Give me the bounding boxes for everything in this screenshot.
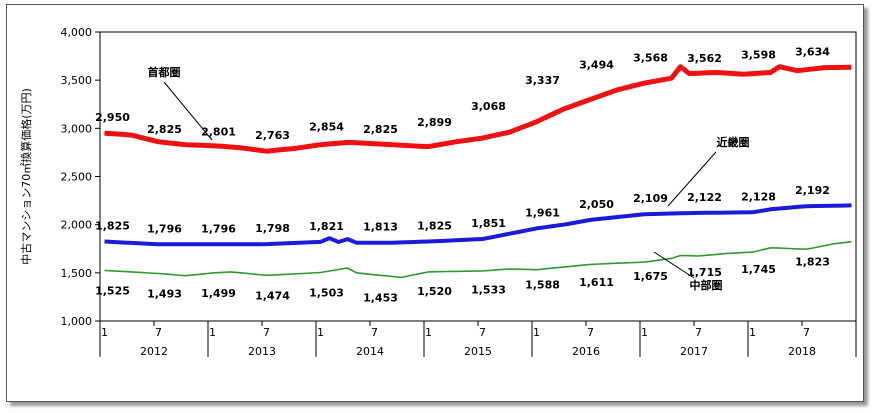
data-label: 2,825 bbox=[363, 123, 398, 136]
data-label: 1,823 bbox=[795, 256, 830, 269]
data-label: 1,499 bbox=[201, 287, 236, 300]
data-label: 1,474 bbox=[255, 289, 290, 302]
data-label: 3,598 bbox=[741, 49, 776, 62]
y-tick-label: 3,500 bbox=[61, 74, 93, 87]
leader-line bbox=[653, 251, 695, 279]
x-year-label: 2018 bbox=[788, 345, 816, 358]
y-tick-label: 1,000 bbox=[61, 315, 93, 328]
data-label: 2,192 bbox=[795, 184, 830, 197]
x-month-label: 7 bbox=[263, 326, 270, 339]
series-line-1 bbox=[104, 64, 852, 154]
x-month-label: 7 bbox=[371, 326, 378, 339]
data-label: 1,825 bbox=[417, 220, 452, 233]
x-year-label: 2014 bbox=[356, 345, 384, 358]
x-month-label: 1 bbox=[425, 326, 432, 339]
series-label-shutoken: 首都圏 bbox=[148, 65, 181, 79]
data-label: 1,851 bbox=[471, 217, 506, 230]
data-label: 1,745 bbox=[741, 263, 776, 276]
data-label: 3,634 bbox=[795, 45, 830, 58]
y-tick-label: 4,000 bbox=[61, 26, 93, 39]
data-label: 3,337 bbox=[525, 74, 560, 87]
x-month-label: 1 bbox=[641, 326, 648, 339]
series-label-kinki: 近畿圏 bbox=[717, 135, 750, 149]
data-label: 1,961 bbox=[525, 206, 560, 219]
y-tick-label: 2,000 bbox=[61, 219, 93, 232]
series-line-3 bbox=[104, 240, 852, 279]
data-label: 1,453 bbox=[363, 291, 398, 304]
data-label: 2,122 bbox=[687, 191, 722, 204]
data-label: 1,715 bbox=[687, 266, 722, 279]
data-label: 1,503 bbox=[309, 287, 344, 300]
x-year-label: 2013 bbox=[248, 345, 276, 358]
data-label: 2,801 bbox=[201, 126, 236, 139]
y-tick-label: 2,500 bbox=[61, 171, 93, 184]
y-axis-label: 中古マンション70㎡換算価格(万円) bbox=[19, 88, 33, 265]
data-label: 1,611 bbox=[579, 276, 614, 289]
data-label: 2,825 bbox=[147, 123, 182, 136]
leader-line bbox=[163, 81, 213, 141]
data-label: 3,562 bbox=[687, 52, 722, 65]
y-tick-label: 1,500 bbox=[61, 267, 93, 280]
data-label: 2,128 bbox=[741, 190, 776, 203]
series-line-2 bbox=[104, 203, 852, 247]
data-label: 1,520 bbox=[417, 285, 452, 298]
data-label: 1,796 bbox=[201, 222, 236, 235]
x-month-label: 7 bbox=[695, 326, 702, 339]
data-label: 1,525 bbox=[95, 284, 130, 297]
leader-line bbox=[667, 151, 717, 207]
x-year-label: 2017 bbox=[680, 345, 708, 358]
x-month-label: 7 bbox=[155, 326, 162, 339]
data-label: 1,821 bbox=[309, 220, 344, 233]
data-label: 1,588 bbox=[525, 278, 560, 291]
data-label: 3,568 bbox=[633, 52, 668, 65]
data-label: 1,796 bbox=[147, 222, 182, 235]
data-label: 2,050 bbox=[579, 198, 614, 211]
x-month-label: 1 bbox=[209, 326, 216, 339]
data-label: 1,825 bbox=[95, 220, 130, 233]
x-month-label: 7 bbox=[479, 326, 486, 339]
x-month-label: 1 bbox=[749, 326, 756, 339]
data-label: 2,763 bbox=[255, 129, 290, 142]
x-month-label: 7 bbox=[587, 326, 594, 339]
x-year-label: 2015 bbox=[464, 345, 492, 358]
data-label: 2,950 bbox=[95, 111, 130, 124]
data-label: 2,109 bbox=[633, 192, 668, 205]
x-month-label: 1 bbox=[101, 326, 108, 339]
y-tick-label: 3,000 bbox=[61, 122, 93, 135]
data-label: 2,899 bbox=[417, 116, 452, 129]
data-label: 1,813 bbox=[363, 221, 398, 234]
data-label: 1,493 bbox=[147, 288, 182, 301]
data-label: 3,068 bbox=[471, 100, 506, 113]
x-month-label: 7 bbox=[803, 326, 810, 339]
data-label: 3,494 bbox=[579, 59, 614, 72]
x-year-label: 2012 bbox=[140, 345, 168, 358]
series-label-chubu: 中部圏 bbox=[690, 278, 723, 292]
data-label: 1,533 bbox=[471, 284, 506, 297]
data-label: 2,854 bbox=[309, 120, 344, 133]
data-label: 1,675 bbox=[633, 270, 668, 283]
x-month-label: 1 bbox=[317, 326, 324, 339]
x-month-label: 1 bbox=[533, 326, 540, 339]
data-label: 1,798 bbox=[255, 222, 290, 235]
x-year-label: 2016 bbox=[572, 345, 600, 358]
